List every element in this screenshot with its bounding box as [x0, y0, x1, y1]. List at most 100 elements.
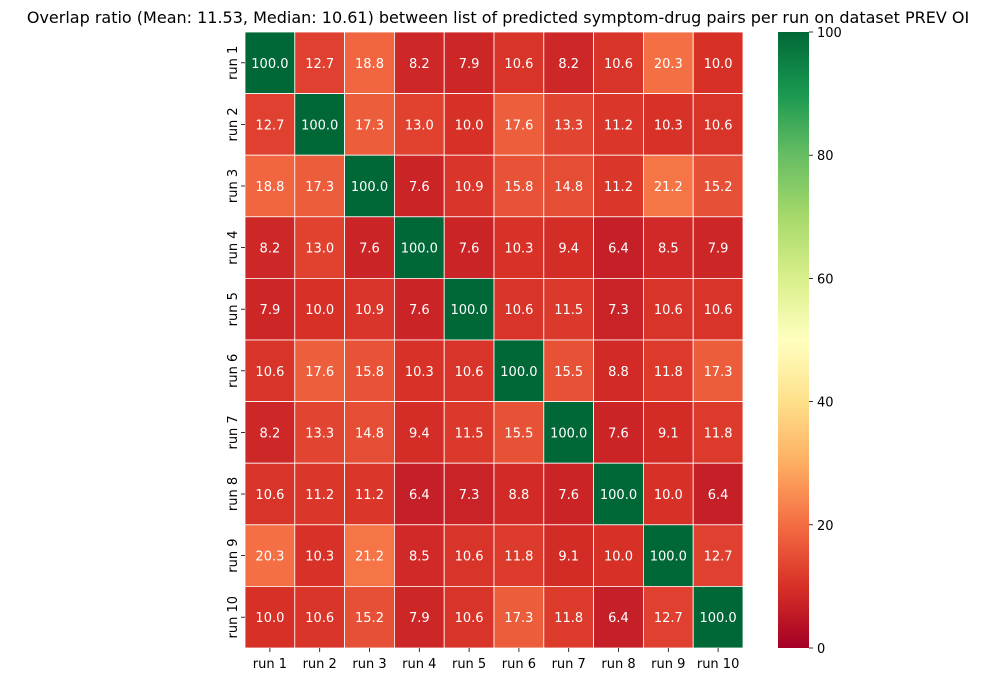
- heatmap-cell: [692, 31, 744, 94]
- heatmap-cell: [593, 524, 644, 587]
- x-axis-ticks: run 1 run 2 run 3 run 4 run 5 run 6 run 7 run 8…: [253, 648, 739, 672]
- cell-value-label: 100.0: [600, 488, 637, 503]
- cell-value-label: 100.0: [351, 180, 388, 195]
- heatmap-cell: [643, 339, 694, 402]
- y-tick-label: run 4: [226, 230, 241, 264]
- cell-value-label: 10.6: [455, 365, 484, 380]
- heatmap-cell: [493, 339, 545, 402]
- cell-value-label: 10.0: [455, 118, 484, 133]
- heatmap-cell: [593, 586, 644, 649]
- heatmap-cell: [692, 401, 744, 464]
- cell-value-label: 8.2: [558, 57, 579, 72]
- heatmap-cell: [244, 401, 296, 464]
- y-axis-ticks: run 1 run 2 run 3 run 4 run 5 run 6 run 7 run 8…: [226, 46, 245, 639]
- y-tick-label: run 1: [226, 46, 241, 80]
- cell-value-label: 13.0: [305, 242, 334, 257]
- cell-value-label: 11.2: [604, 118, 633, 133]
- cell-value-label: 8.5: [658, 242, 679, 257]
- cell-value-label: 20.3: [255, 550, 284, 565]
- heatmap-cell: [393, 93, 445, 156]
- heatmap-cell: [692, 93, 744, 156]
- x-tick-label: run 7: [552, 657, 586, 672]
- heatmap-cell: [593, 31, 644, 94]
- cell-value-label: 10.6: [305, 611, 334, 626]
- colorbar-tick-label: 60: [817, 272, 834, 287]
- cell-value-label: 10.9: [455, 180, 484, 195]
- cell-value-label: 14.8: [554, 180, 583, 195]
- cell-value-label: 100.0: [251, 57, 288, 72]
- cell-value-label: 7.6: [608, 426, 629, 441]
- cell-value-label: 18.8: [355, 57, 384, 72]
- heatmap-cell: [294, 277, 345, 341]
- heatmap-cell: [344, 524, 395, 587]
- heatmap-cell: [692, 462, 744, 526]
- heatmap-cell: [692, 277, 744, 341]
- y-tick-label: run 8: [226, 477, 241, 511]
- heatmap-cell: [344, 462, 395, 526]
- cell-value-label: 11.8: [704, 426, 733, 441]
- heatmap-cell: [443, 524, 495, 587]
- heatmap-cell: [294, 154, 345, 218]
- x-tick-label: run 8: [601, 657, 635, 672]
- heatmap-cell: [244, 31, 296, 94]
- cell-value-label: 8.2: [409, 57, 430, 72]
- heatmap-cell: [493, 277, 545, 341]
- heatmap-cell: [344, 31, 395, 94]
- cell-value-label: 10.6: [255, 488, 284, 503]
- heatmap-cell: [643, 462, 694, 526]
- cell-value-label: 10.6: [504, 57, 533, 72]
- heatmap-cell: [543, 462, 594, 526]
- heatmap-cell: [593, 462, 644, 526]
- heatmap-cells: 100.0 12.7 18.8 8.2 7.9 10.6 8.2 10.6 20.3 10.0 12…: [244, 31, 744, 649]
- heatmap-cell: [593, 93, 644, 156]
- cell-value-label: 10.0: [255, 611, 284, 626]
- cell-value-label: 10.6: [455, 611, 484, 626]
- cell-value-label: 7.6: [359, 242, 380, 257]
- y-tick-label: run 9: [226, 538, 241, 572]
- cell-value-label: 11.5: [554, 303, 583, 318]
- y-tick-label: run 10: [226, 596, 241, 639]
- cell-value-label: 10.0: [654, 488, 683, 503]
- cell-value-label: 11.2: [355, 488, 384, 503]
- y-tick-label: run 5: [226, 292, 241, 326]
- cell-value-label: 15.5: [554, 365, 583, 380]
- cell-value-label: 11.8: [554, 611, 583, 626]
- heatmap-cell: [493, 401, 545, 464]
- cell-value-label: 100.0: [500, 365, 537, 380]
- cell-value-label: 8.2: [260, 242, 281, 257]
- cell-value-label: 10.3: [405, 365, 434, 380]
- heatmap-cell: [244, 586, 296, 649]
- heatmap-cell: [393, 31, 445, 94]
- x-tick-label: run 6: [502, 657, 536, 672]
- heatmap-cell: [543, 401, 594, 464]
- cell-value-label: 15.5: [504, 426, 533, 441]
- cell-value-label: 13.3: [554, 118, 583, 133]
- heatmap-cell: [493, 31, 545, 94]
- heatmap-cell: [344, 277, 395, 341]
- heatmap-cell: [443, 462, 495, 526]
- heatmap-cell: [643, 524, 694, 587]
- cell-value-label: 7.9: [459, 57, 480, 72]
- colorbar-tick-label: 0: [817, 642, 825, 657]
- heatmap-cell: [244, 339, 296, 402]
- colorbar-tick-label: 80: [817, 149, 834, 164]
- cell-value-label: 10.0: [604, 550, 633, 565]
- cell-value-label: 10.6: [654, 303, 683, 318]
- cell-value-label: 12.7: [305, 57, 334, 72]
- cell-value-label: 10.6: [455, 550, 484, 565]
- heatmap-cell: [543, 216, 594, 279]
- x-tick-label: run 2: [303, 657, 337, 672]
- x-tick-label: run 4: [402, 657, 436, 672]
- cell-value-label: 8.2: [260, 426, 281, 441]
- heatmap-cell: [643, 216, 694, 279]
- heatmap-cell: [294, 93, 345, 156]
- cell-value-label: 7.6: [558, 488, 579, 503]
- cell-value-label: 12.7: [654, 611, 683, 626]
- heatmap-cell: [692, 524, 744, 587]
- x-tick-label: run 3: [352, 657, 386, 672]
- heatmap-cell: [643, 93, 694, 156]
- y-tick-label: run 3: [226, 169, 241, 203]
- heatmap-cell: [692, 154, 744, 218]
- cell-value-label: 14.8: [355, 426, 384, 441]
- colorbar-gradient: [778, 32, 809, 648]
